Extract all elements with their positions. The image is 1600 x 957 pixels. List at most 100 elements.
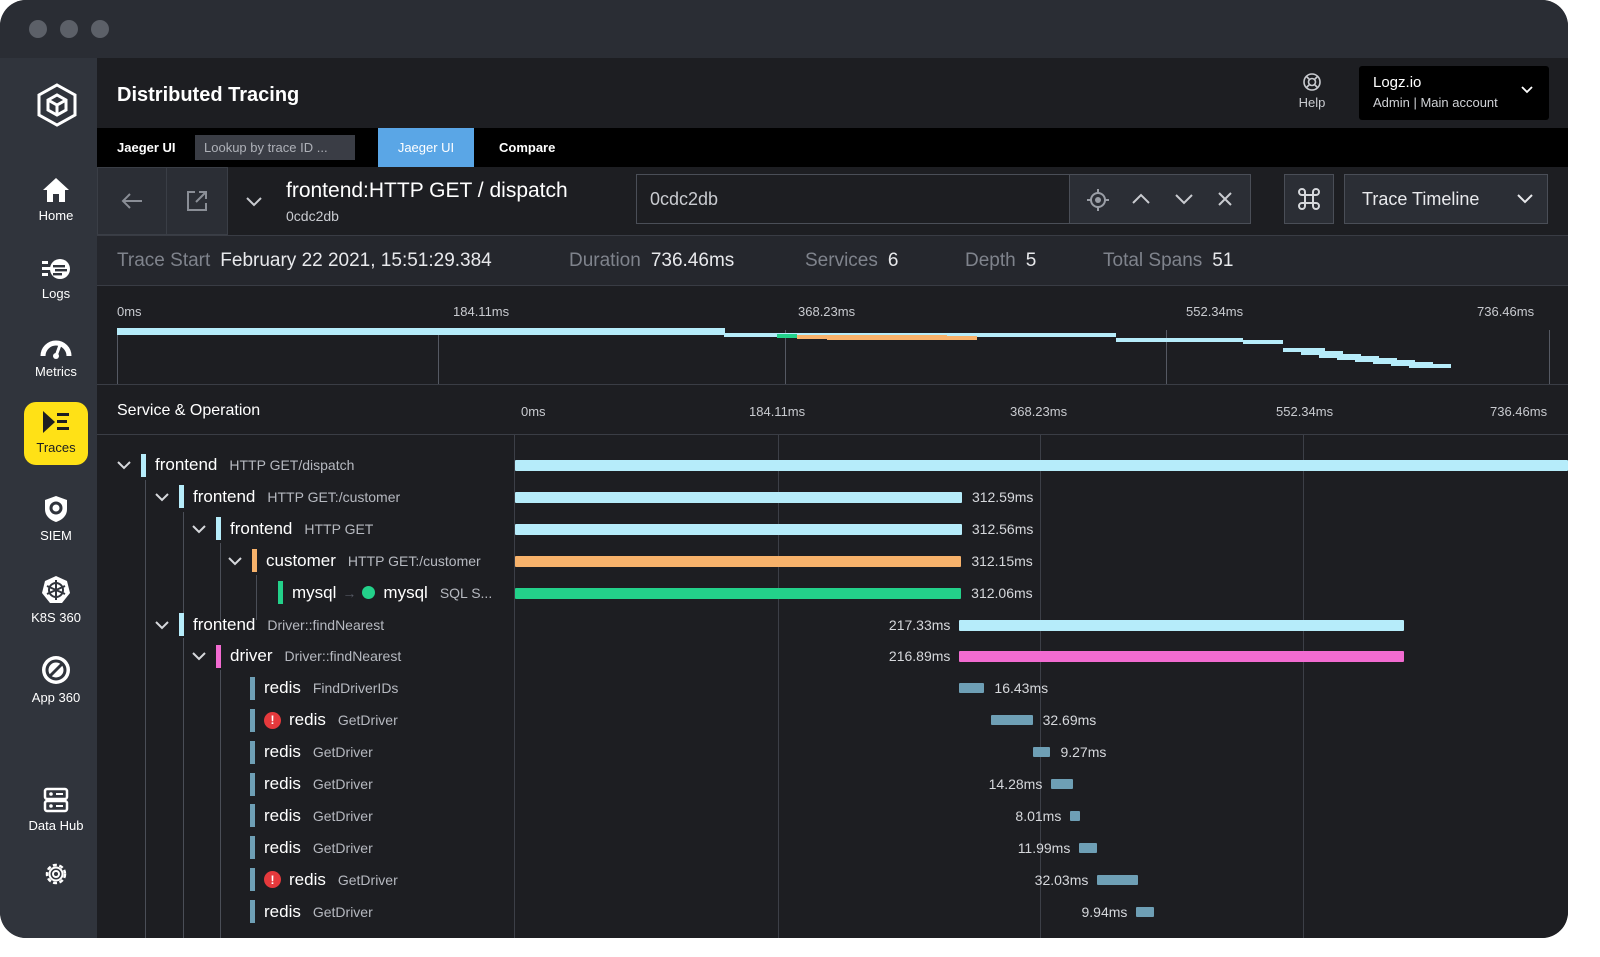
sidebar-item-siem[interactable]: SIEM — [24, 488, 88, 552]
span-row[interactable]: driver Driver::findNearest 216.89ms — [97, 640, 1568, 672]
peer-service-dot — [362, 586, 376, 600]
service-color-bar — [250, 900, 255, 924]
sidebar-item-metrics[interactable]: Metrics — [24, 328, 88, 392]
tab-jaeger-ui[interactable]: Jaeger UI — [378, 128, 474, 167]
service-color-bar — [179, 485, 184, 509]
span-row[interactable]: redis GetDriver 11.99ms — [97, 832, 1568, 864]
span-bar[interactable] — [1136, 906, 1155, 917]
span-row[interactable]: ! redis GetDriver 32.03ms — [97, 864, 1568, 896]
traces-icon — [43, 411, 69, 433]
settings-gear-icon[interactable] — [42, 860, 70, 888]
chevron-down-icon[interactable] — [228, 556, 242, 566]
minimap-grid-line — [1166, 330, 1167, 384]
span-bar[interactable] — [959, 651, 1404, 663]
sidebar: Home Logs Metrics Traces — [0, 58, 97, 938]
span-bar[interactable] — [1070, 810, 1081, 821]
span-row[interactable]: redis GetDriver 9.94ms — [97, 896, 1568, 928]
chevron-down-icon[interactable] — [155, 492, 169, 502]
span-operation: GetDriver — [312, 744, 373, 761]
tree-guide-line — [220, 670, 221, 938]
span-bar[interactable] — [515, 587, 962, 599]
span-bar[interactable] — [991, 715, 1033, 726]
logzio-logo-icon[interactable] — [36, 82, 78, 128]
span-row[interactable]: mysql → mysql SQL S... 312.06ms — [97, 577, 1568, 609]
span-duration: 11.99ms — [1017, 839, 1071, 856]
span-operation: HTTP GET/dispatch — [229, 457, 355, 473]
span-row[interactable]: customer HTTP GET:/customer 312.15ms — [97, 545, 1568, 577]
stat-label: Trace Start — [117, 250, 211, 271]
sidebar-item-traces[interactable]: Traces — [24, 402, 88, 465]
span-bar[interactable] — [515, 555, 962, 567]
error-icon: ! — [264, 711, 281, 729]
span-row[interactable]: redis FindDriverIDs 16.43ms — [97, 672, 1568, 704]
span-bar[interactable] — [959, 683, 985, 694]
span-bar[interactable] — [515, 491, 962, 503]
span-row[interactable]: frontend HTTP GET 312.56ms — [97, 513, 1568, 545]
chevron-up-icon[interactable] — [1132, 193, 1150, 205]
sidebar-item-k8s-360[interactable]: K8S 360 — [24, 568, 88, 632]
span-label: mysql → mysql SQL S... — [278, 577, 492, 609]
minimap-span-segment — [117, 328, 725, 335]
service-color-bar — [250, 804, 255, 828]
help-button[interactable]: Help — [1292, 72, 1332, 110]
window-close-dot[interactable] — [29, 20, 47, 38]
span-row[interactable]: ! redis GetDriver 32.69ms — [97, 704, 1568, 736]
window-minimize-dot[interactable] — [60, 20, 78, 38]
span-bar[interactable] — [959, 619, 1404, 631]
span-service: redis — [264, 678, 301, 698]
span-bar[interactable] — [1097, 874, 1139, 885]
span-label: ! redis GetDriver — [250, 864, 398, 896]
lookup-trace-input[interactable]: Lookup by trace ID ... — [195, 135, 355, 160]
span-duration: 312.59ms — [971, 488, 1034, 505]
span-label: frontend HTTP GET:/customer — [155, 481, 400, 513]
chevron-down-icon[interactable] — [1175, 193, 1193, 205]
span-row[interactable]: redis GetDriver 8.01ms — [97, 800, 1568, 832]
span-service: frontend — [230, 518, 293, 538]
span-bar[interactable] — [515, 460, 1568, 471]
span-row[interactable]: redis GetDriver 14.28ms — [97, 768, 1568, 800]
back-button[interactable] — [97, 167, 167, 235]
chevron-down-icon[interactable] — [192, 651, 206, 661]
chevron-down-icon[interactable] — [192, 524, 206, 534]
span-service: mysql — [292, 582, 337, 602]
sidebar-item-label: Traces — [36, 440, 76, 455]
sidebar-item-data-hub[interactable]: Data Hub — [24, 780, 88, 844]
span-bar[interactable] — [1033, 747, 1051, 758]
view-selector[interactable]: Trace Timeline — [1344, 174, 1548, 224]
timeline-tick: 0ms — [521, 404, 546, 419]
tab-compare[interactable]: Compare — [499, 140, 556, 155]
keyboard-shortcuts-button[interactable] — [1284, 174, 1334, 224]
span-bar[interactable] — [1051, 779, 1074, 789]
span-bar[interactable] — [515, 523, 962, 535]
chevron-down-icon[interactable] — [117, 460, 131, 470]
chevron-down-icon[interactable] — [246, 197, 262, 207]
span-row[interactable]: frontend HTTP GET:/customer 312.59ms — [97, 481, 1568, 513]
span-row[interactable]: frontend HTTP GET/dispatch — [97, 449, 1568, 481]
sidebar-item-logs[interactable]: Logs — [24, 250, 88, 314]
jaeger-ui-label[interactable]: Jaeger UI — [117, 140, 176, 155]
open-external-button[interactable] — [166, 167, 228, 235]
trace-search-input[interactable]: 0cdc2db — [636, 174, 1070, 224]
sidebar-item-home[interactable]: Home — [24, 170, 88, 234]
span-service: frontend — [193, 614, 256, 634]
service-color-bar — [179, 613, 184, 636]
stat-label: Depth — [965, 250, 1016, 271]
tree-guide-line — [183, 512, 184, 620]
span-service: redis — [264, 774, 301, 793]
locate-icon[interactable] — [1086, 188, 1110, 212]
window-maximize-dot[interactable] — [91, 20, 109, 38]
span-operation: SQL S... — [439, 584, 493, 601]
chevron-down-icon[interactable] — [155, 620, 169, 630]
span-row[interactable]: redis GetDriver 9.27ms — [97, 736, 1568, 768]
command-key-icon — [1298, 188, 1320, 210]
window-titlebar — [0, 0, 1568, 58]
close-icon[interactable] — [1217, 191, 1233, 207]
trace-minimap[interactable]: 0ms 184.11ms 368.23ms 552.34ms 736.46ms — [97, 286, 1568, 384]
account-menu[interactable]: Logz.io Admin | Main account — [1359, 66, 1549, 120]
span-bar[interactable] — [1079, 842, 1098, 853]
span-row[interactable]: frontend Driver::findNearest 217.33ms — [97, 609, 1568, 641]
span-label: frontend HTTP GET — [192, 513, 373, 545]
service-color-bar — [216, 644, 221, 668]
sidebar-item-app-360[interactable]: App 360 — [24, 648, 88, 712]
tree-guide-line — [256, 575, 257, 620]
